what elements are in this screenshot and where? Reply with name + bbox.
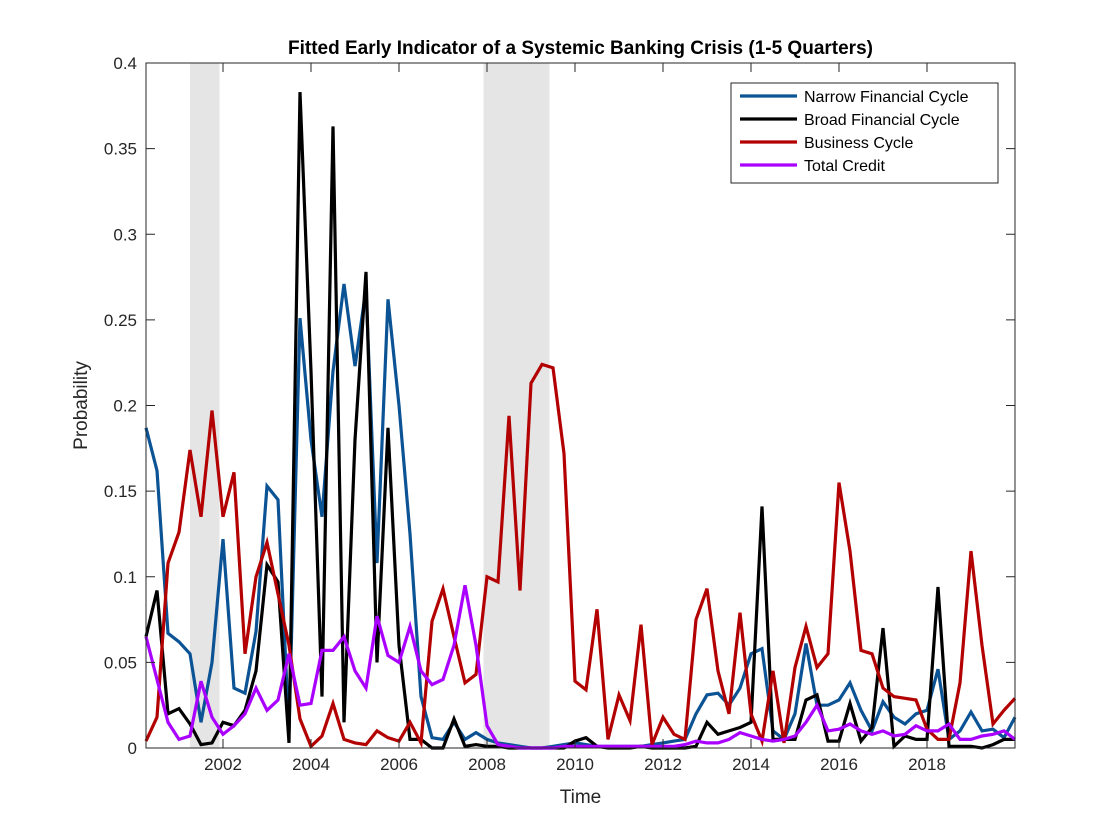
legend-label: Broad Financial Cycle: [804, 112, 960, 129]
legend-label: Business Cycle: [804, 135, 913, 152]
y-axis-title: Probability: [71, 361, 92, 450]
y-tick-label: 0.25: [104, 311, 137, 330]
y-tick-label: 0.1: [113, 568, 137, 587]
y-tick-label: 0.35: [104, 140, 137, 159]
shaded-period-layer: [190, 63, 550, 748]
y-tick-label: 0.2: [113, 397, 137, 416]
x-tick-label: 2014: [732, 755, 770, 774]
series-line-business-cycle: [144, 362, 1017, 750]
legend-label: Total Credit: [804, 158, 885, 175]
ticks-layer: 2002 2004 2006 2008 2010 2012 2014 2016 2018 0 0.0…: [104, 54, 1015, 774]
shaded-period-1: [483, 63, 550, 748]
series-layer: [144, 92, 1017, 750]
series-line-total-credit: [144, 585, 1016, 750]
x-tick-label: 2010: [556, 755, 594, 774]
x-tick-label: 2002: [204, 755, 242, 774]
y-tick-label: 0.3: [113, 225, 137, 244]
y-tick-label: 0: [128, 739, 137, 758]
series-line-broad-financial-cycle: [144, 92, 1015, 750]
x-tick-label: 2016: [820, 755, 858, 774]
x-axis-title: Time: [560, 787, 602, 808]
chart-title: Fitted Early Indicator of a Systemic Ban…: [288, 38, 873, 59]
legend-label: Narrow Financial Cycle: [804, 89, 969, 106]
legend-items: Narrow Financial Cycle Broad Financial Cy…: [740, 89, 969, 175]
y-tick-label: 0.4: [113, 54, 137, 73]
x-tick-label: 2012: [644, 755, 682, 774]
series-line-narrow-financial-cycle: [144, 283, 1017, 750]
y-tick-label: 0.15: [104, 482, 137, 501]
x-tick-label: 2006: [380, 755, 418, 774]
y-tick-label: 0.05: [104, 653, 137, 672]
x-tick-label: 2018: [908, 755, 946, 774]
x-tick-label: 2008: [468, 755, 506, 774]
x-tick-label: 2004: [292, 755, 330, 774]
legend: Narrow Financial Cycle Broad Financial Cy…: [730, 82, 999, 184]
